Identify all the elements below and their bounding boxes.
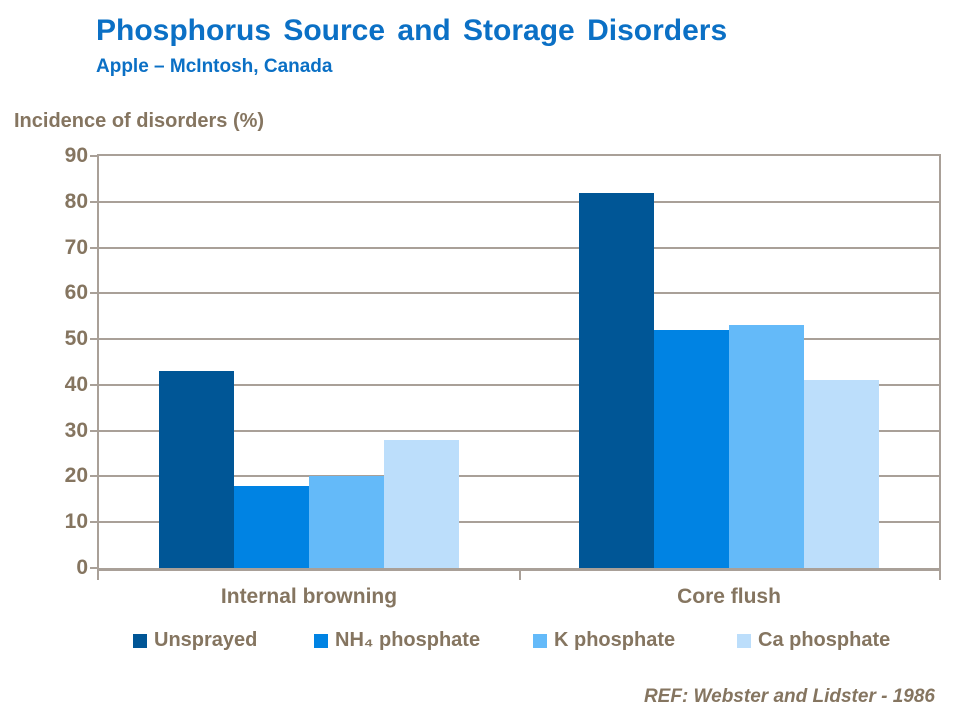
x-tick-mark-1 (519, 571, 521, 580)
y-tick-mark-40 (90, 383, 97, 386)
y-tick-mark-60 (90, 292, 97, 295)
legend-label: K phosphate (554, 629, 676, 651)
y-tick-label-30: 30 (64, 418, 88, 442)
y-tick-label-40: 40 (64, 372, 88, 396)
y-tick-mark-80 (90, 200, 97, 203)
gridline-70 (99, 246, 939, 249)
y-tick-label-50: 50 (64, 327, 88, 351)
x-tick-mark-0 (97, 571, 99, 580)
legend-swatch-icon (737, 633, 751, 648)
bar-ca-phosphate-core-flush (804, 380, 879, 568)
gridline-40 (99, 383, 939, 386)
y-tick-mark-20 (90, 475, 97, 478)
y-tick-label-60: 60 (64, 281, 88, 305)
legend-item-nh-phosphate: NH₄ phosphate (314, 629, 480, 652)
bar-k-phosphate-core-flush (729, 325, 804, 568)
legend-label: Ca phosphate (758, 629, 891, 651)
bar-nh-phosphate-core-flush (654, 329, 729, 568)
gridline-50 (99, 338, 939, 341)
page-subtitle: Apple – McIntosh, Canada (96, 56, 333, 77)
legend-item-ca-phosphate: Ca phosphate (737, 629, 890, 652)
legend-item-unsprayed: Unsprayed (133, 629, 257, 652)
bar-nh-phosphate-internal-browning (234, 485, 309, 568)
legend-swatch-icon (533, 633, 547, 648)
reference-text: REF: Webster and Lidster - 1986 (643, 686, 935, 707)
y-tick-label-20: 20 (64, 464, 88, 488)
category-label-internal-browning: Internal browning (220, 585, 398, 608)
gridline-10 (99, 521, 939, 524)
gridline-20 (99, 475, 939, 478)
page-title: Phosphorus Source and Storage Disorders (96, 14, 728, 47)
plot-area (97, 154, 941, 571)
y-tick-mark-10 (90, 521, 97, 524)
category-label-core-flush: Core flush (677, 585, 781, 608)
bar-k-phosphate-internal-browning (309, 476, 384, 568)
legend-label: Unsprayed (154, 629, 258, 651)
y-axis-title: Incidence of disorders (%) (14, 110, 265, 132)
y-tick-mark-30 (90, 429, 97, 432)
y-tick-label-70: 70 (64, 235, 88, 259)
y-tick-label-0: 0 (76, 556, 88, 579)
y-tick-mark-0 (90, 567, 97, 569)
y-tick-label-80: 80 (64, 189, 88, 213)
y-tick-mark-50 (90, 338, 97, 341)
x-tick-mark-2 (939, 571, 941, 580)
y-tick-mark-70 (90, 246, 97, 249)
y-tick-label-10: 10 (64, 510, 88, 534)
bar-unsprayed-core-flush (579, 192, 654, 568)
legend-swatch-icon (314, 633, 328, 648)
legend-swatch-icon (133, 633, 147, 648)
y-tick-mark-90 (90, 155, 97, 157)
bar-ca-phosphate-internal-browning (384, 439, 459, 568)
gridline-80 (99, 200, 939, 203)
gridline-30 (99, 429, 939, 432)
legend-label: NH₄ phosphate (335, 629, 481, 651)
bar-unsprayed-internal-browning (159, 371, 234, 568)
gridline-60 (99, 292, 939, 295)
y-tick-label-90: 90 (64, 144, 88, 167)
legend-item-k-phosphate: K phosphate (533, 629, 675, 652)
